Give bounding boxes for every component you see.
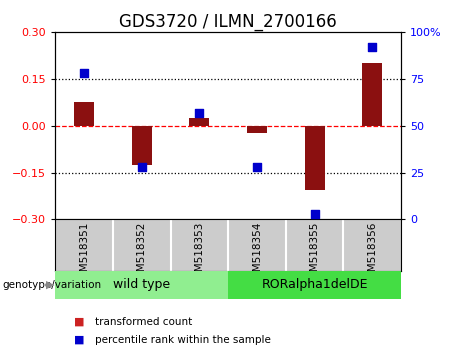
Title: GDS3720 / ILMN_2700166: GDS3720 / ILMN_2700166 <box>119 13 337 30</box>
Point <box>80 70 88 76</box>
Bar <box>74 102 94 126</box>
Text: ■: ■ <box>74 317 84 327</box>
Bar <box>132 126 152 165</box>
Text: GSM518356: GSM518356 <box>367 222 377 285</box>
Bar <box>55 271 228 299</box>
Text: percentile rank within the sample: percentile rank within the sample <box>95 335 271 345</box>
Bar <box>305 126 325 190</box>
Text: ▶: ▶ <box>46 280 54 290</box>
Text: transformed count: transformed count <box>95 317 192 327</box>
Text: GSM518353: GSM518353 <box>195 222 204 285</box>
Point <box>195 110 203 115</box>
Bar <box>362 63 382 126</box>
Text: genotype/variation: genotype/variation <box>2 280 101 290</box>
Bar <box>228 271 401 299</box>
Point <box>254 164 261 170</box>
Text: ■: ■ <box>74 335 84 345</box>
Text: GSM518351: GSM518351 <box>79 222 89 285</box>
Text: GSM518354: GSM518354 <box>252 222 262 285</box>
Text: GSM518355: GSM518355 <box>310 222 319 285</box>
Text: RORalpha1delDE: RORalpha1delDE <box>261 279 368 291</box>
Bar <box>247 126 267 133</box>
Text: GSM518352: GSM518352 <box>137 222 147 285</box>
Point <box>369 44 376 50</box>
Point <box>311 211 318 217</box>
Text: wild type: wild type <box>113 279 170 291</box>
Bar <box>189 118 209 126</box>
Point <box>138 164 146 170</box>
